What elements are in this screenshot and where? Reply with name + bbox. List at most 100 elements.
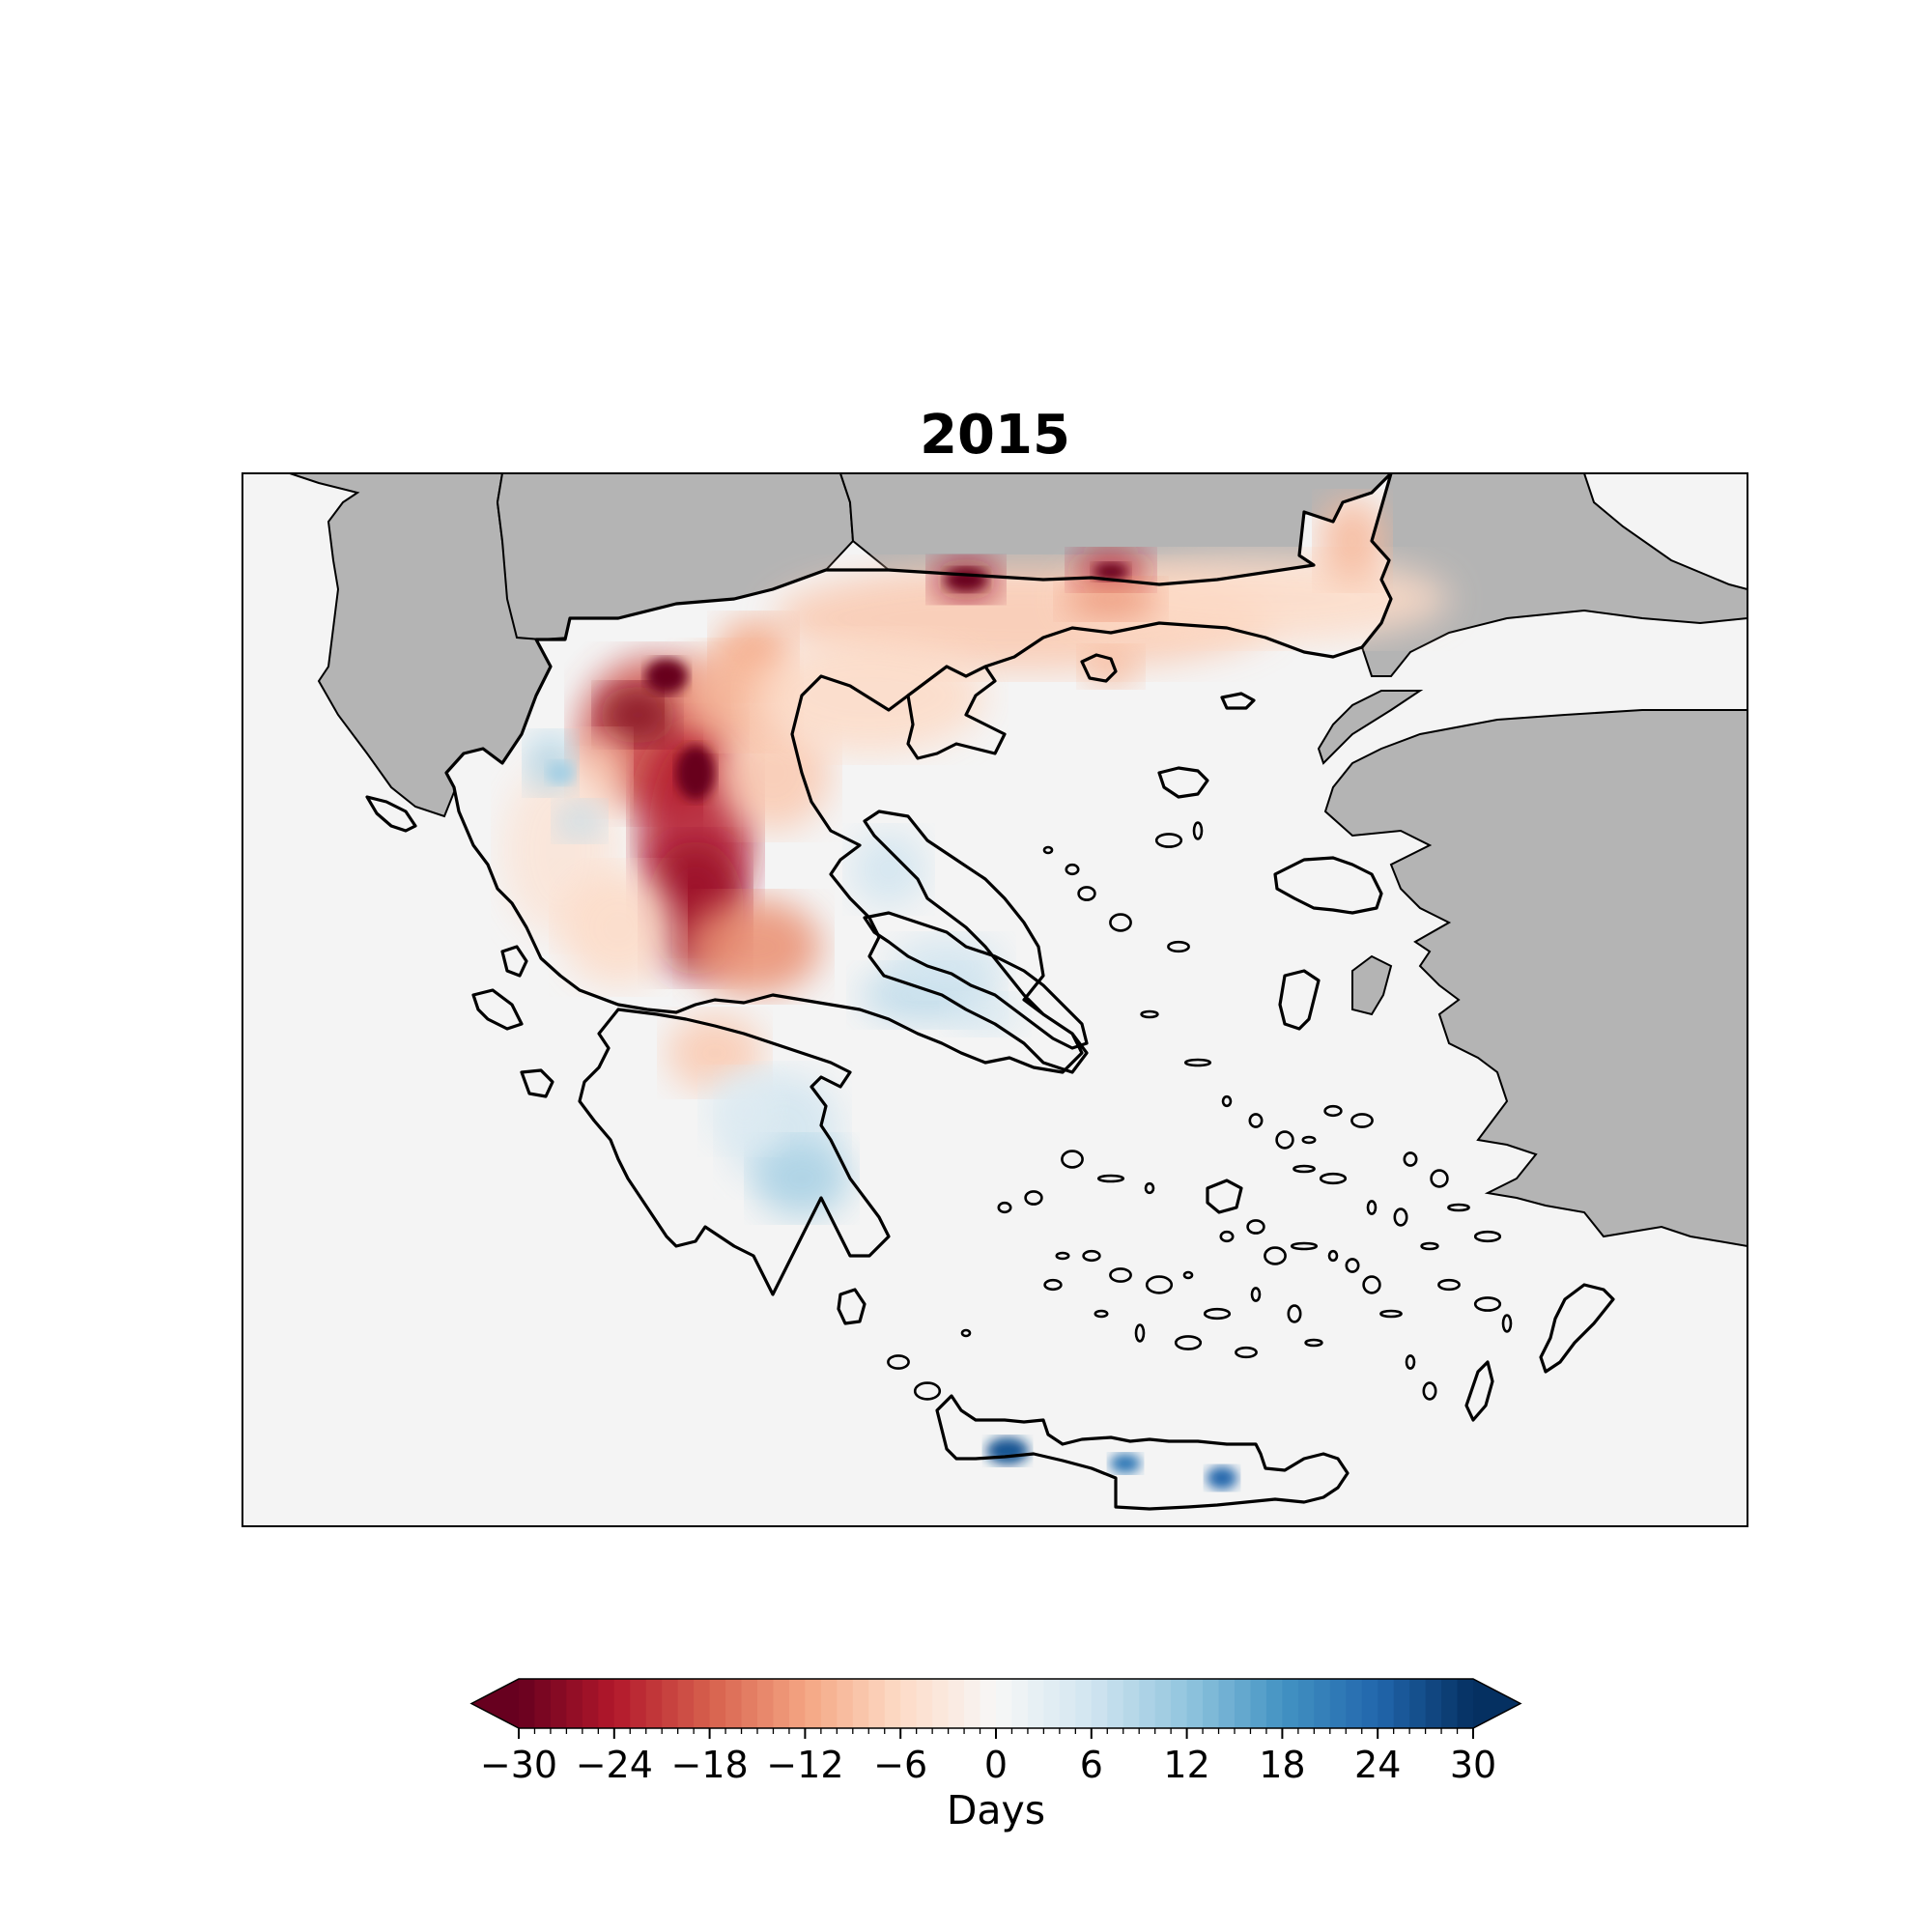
small-island bbox=[913, 1381, 942, 1401]
small-island bbox=[1293, 1164, 1316, 1174]
small-islands bbox=[887, 821, 1513, 1401]
colorbar-segment bbox=[645, 1679, 663, 1728]
anomaly-blob bbox=[850, 831, 927, 908]
anomaly-hotspot bbox=[986, 1437, 1029, 1464]
colorbar-segment bbox=[964, 1679, 981, 1728]
colorbar-tick-label: 30 bbox=[1450, 1744, 1496, 1786]
colorbar-segment bbox=[868, 1679, 886, 1728]
colorbar-segment bbox=[534, 1679, 552, 1728]
colorbar-tick-label: −18 bbox=[670, 1744, 748, 1786]
colorbar-segment bbox=[773, 1679, 790, 1728]
colorbar-tick-label: −6 bbox=[873, 1744, 927, 1786]
small-island bbox=[1182, 1270, 1194, 1280]
anomaly-field bbox=[502, 497, 1449, 1490]
colorbar-segment bbox=[1393, 1679, 1410, 1728]
small-island bbox=[1042, 845, 1054, 855]
kefalonia bbox=[473, 990, 522, 1029]
colorbar-segment bbox=[1011, 1679, 1029, 1728]
colorbar-extend-min bbox=[471, 1679, 519, 1728]
colorbar-tick-label: 12 bbox=[1163, 1744, 1209, 1786]
colorbar-segment bbox=[757, 1679, 775, 1728]
colorbar-segment bbox=[1091, 1679, 1108, 1728]
anomaly-blob bbox=[555, 802, 604, 840]
colorbar-segment bbox=[948, 1679, 965, 1728]
small-island bbox=[1174, 1335, 1203, 1350]
small-island bbox=[1109, 1267, 1132, 1283]
small-island bbox=[1061, 1150, 1084, 1169]
colorbar-segment bbox=[1297, 1679, 1315, 1728]
colorbar-segment bbox=[916, 1679, 933, 1728]
colorbar-segment bbox=[884, 1679, 901, 1728]
anomaly-blob bbox=[705, 1072, 782, 1150]
anomaly-blob bbox=[753, 1140, 850, 1217]
colorbar-segment bbox=[519, 1679, 536, 1728]
colorbar-segment bbox=[1409, 1679, 1427, 1728]
small-island bbox=[1221, 1094, 1233, 1108]
small-island bbox=[1134, 1323, 1146, 1343]
anatolia-area bbox=[1323, 709, 1747, 1248]
small-island bbox=[1430, 1169, 1449, 1188]
small-island bbox=[1393, 1208, 1408, 1227]
anomaly-blob bbox=[947, 995, 1024, 1034]
small-island bbox=[1065, 863, 1080, 876]
colorbar-tick-label: 18 bbox=[1259, 1744, 1305, 1786]
karpathos bbox=[1466, 1362, 1492, 1420]
anomaly-hotspot bbox=[547, 761, 574, 784]
colorbar-tick-label: 24 bbox=[1354, 1744, 1401, 1786]
colorbar: −30 −24 −18 −12 −6 0 6 12 18 24 30 bbox=[469, 1678, 1522, 1786]
anomaly-blob bbox=[753, 638, 985, 753]
small-island bbox=[1043, 1278, 1063, 1292]
colorbar-extend-max bbox=[1473, 1679, 1520, 1728]
naxos bbox=[1208, 1180, 1241, 1212]
small-island bbox=[1379, 1309, 1403, 1319]
small-island bbox=[1145, 1275, 1174, 1294]
anomaly-blob bbox=[686, 898, 821, 995]
colorbar-segment bbox=[852, 1679, 869, 1728]
small-island bbox=[1447, 1203, 1470, 1212]
colorbar-segment bbox=[725, 1679, 743, 1728]
turkey-aegean-coast-detail bbox=[1351, 954, 1393, 1016]
anomaly-blob bbox=[676, 647, 792, 744]
colorbar-segment bbox=[1425, 1679, 1442, 1728]
small-island bbox=[1219, 1230, 1235, 1243]
small-island bbox=[1304, 1338, 1323, 1348]
colorbar-segment bbox=[1075, 1679, 1093, 1728]
anomaly-blob bbox=[715, 715, 831, 831]
colorbar-segment bbox=[1457, 1679, 1474, 1728]
anomaly-hotspot bbox=[1207, 1466, 1237, 1490]
small-island bbox=[1405, 1354, 1416, 1370]
colorbar-segment bbox=[1203, 1679, 1220, 1728]
anomaly-hotspot bbox=[645, 659, 688, 694]
colorbar-segment bbox=[980, 1679, 997, 1728]
small-island bbox=[1264, 1246, 1287, 1265]
small-island bbox=[1203, 1307, 1232, 1321]
small-island bbox=[1144, 1181, 1155, 1195]
colorbar-tick-label: −12 bbox=[766, 1744, 843, 1786]
colorbar-segment bbox=[1235, 1679, 1252, 1728]
small-island bbox=[960, 1328, 972, 1338]
colorbar-segment bbox=[1027, 1679, 1044, 1728]
colorbar-segment bbox=[1171, 1679, 1188, 1728]
colorbar-segment bbox=[1059, 1679, 1076, 1728]
small-island bbox=[1473, 1230, 1502, 1243]
anomaly-blob bbox=[1063, 580, 1159, 618]
colorbar-tick-label: 0 bbox=[984, 1744, 1008, 1786]
small-island bbox=[1501, 1314, 1513, 1333]
small-island bbox=[1140, 1009, 1159, 1019]
colorbar-segment bbox=[613, 1679, 631, 1728]
colorbar-tick-label: −24 bbox=[576, 1744, 653, 1786]
anomaly-blob bbox=[560, 869, 676, 985]
colorbar-label: Days bbox=[946, 1787, 1046, 1833]
colorbar-segment bbox=[1107, 1679, 1124, 1728]
small-island bbox=[1154, 833, 1183, 848]
rhodes bbox=[1541, 1285, 1613, 1372]
small-island bbox=[1094, 1309, 1109, 1319]
colorbar-segment bbox=[582, 1679, 599, 1728]
colorbar-segment bbox=[1441, 1679, 1459, 1728]
colorbar-segment bbox=[566, 1679, 583, 1728]
small-island bbox=[1327, 1249, 1339, 1263]
anomaly-hotspot bbox=[1110, 1454, 1141, 1473]
small-island bbox=[1096, 1174, 1125, 1183]
small-island bbox=[997, 1201, 1012, 1214]
